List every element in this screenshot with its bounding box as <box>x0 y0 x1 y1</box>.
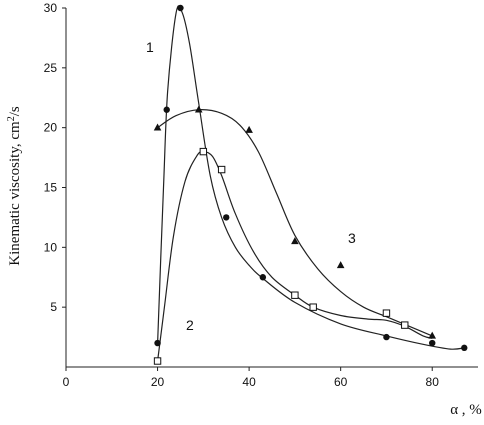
point-series-3 <box>194 105 203 113</box>
y-axis-title-superscript: 2 <box>6 116 17 121</box>
point-series-3 <box>428 331 437 339</box>
point-series-2 <box>291 291 299 299</box>
point-series-2 <box>153 357 162 365</box>
x-tick-label: 0 <box>63 375 70 389</box>
curve-label-1: 1 <box>146 39 154 55</box>
point-series-2 <box>382 309 391 317</box>
axes: 0 20 40 60 80 5 10 15 20 25 30 <box>44 1 478 389</box>
point-series-3 <box>153 123 162 131</box>
y-tick-label: 30 <box>44 1 58 15</box>
point-series-3 <box>336 261 345 269</box>
curve-labels: 1 2 3 <box>146 39 356 333</box>
x-tick-label: 40 <box>242 375 256 389</box>
point-series-2 <box>217 165 226 174</box>
point-series-1 <box>383 333 390 341</box>
point-series-1 <box>429 339 436 347</box>
point-series-2 <box>401 321 409 329</box>
curve-2 <box>157 150 433 362</box>
data-markers <box>153 4 468 365</box>
y-tick-label: 5 <box>50 300 57 314</box>
point-series-1 <box>223 214 230 221</box>
y-axis-title: Kinematic viscosity, cm2/s <box>6 106 23 266</box>
y-axis-title-main: Kinematic viscosity, cm <box>7 121 23 266</box>
curve-1 <box>157 5 465 350</box>
point-series-1 <box>461 344 468 352</box>
point-series-2 <box>309 303 317 311</box>
y-tick-label: 10 <box>44 240 58 254</box>
y-tick-label: 25 <box>44 61 58 75</box>
point-series-2 <box>199 147 208 156</box>
point-series-3 <box>291 237 299 245</box>
x-axis-title: α , % <box>450 402 482 418</box>
x-tick-label: 60 <box>334 375 348 389</box>
curve-label-2: 2 <box>186 317 194 333</box>
x-tick-label: 80 <box>426 375 440 389</box>
point-series-1 <box>177 4 184 12</box>
curve-label-3: 3 <box>348 230 356 246</box>
y-tick-label: 15 <box>44 181 58 195</box>
y-tick-label: 20 <box>44 121 58 135</box>
point-series-1 <box>154 339 161 347</box>
point-series-3 <box>245 125 253 133</box>
point-series-1 <box>163 106 170 113</box>
x-tick-label: 20 <box>151 375 165 389</box>
y-axis-title-tail: /s <box>7 106 23 116</box>
point-series-1 <box>259 274 267 281</box>
